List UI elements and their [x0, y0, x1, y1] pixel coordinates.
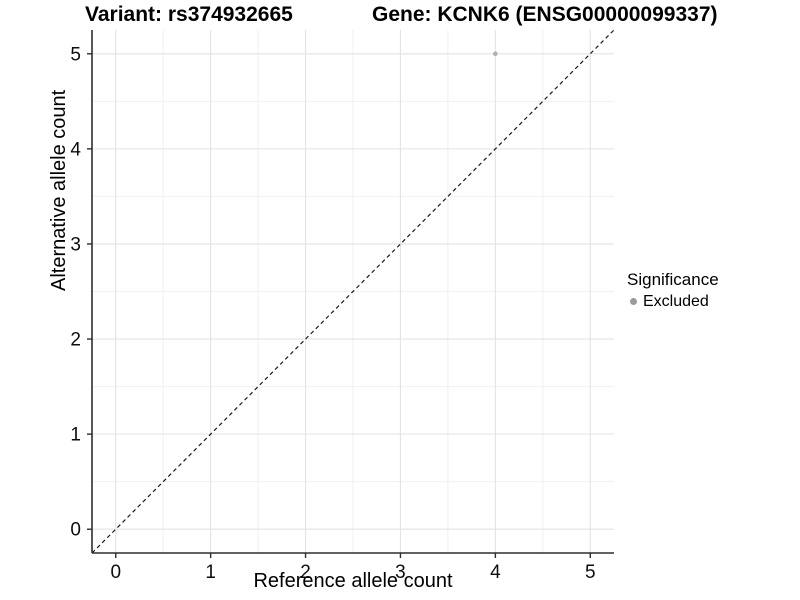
- x-tick-label: 1: [205, 562, 216, 583]
- x-tick-label: 3: [395, 562, 406, 583]
- legend-items: Excluded: [627, 292, 719, 311]
- y-tick-label: 5: [70, 44, 81, 65]
- legend-item: Excluded: [627, 292, 719, 311]
- legend-point-icon: [630, 298, 637, 305]
- plot-title-variant: Variant: rs374932665: [85, 3, 293, 26]
- x-tick-label: 5: [585, 562, 596, 583]
- y-tick-label: 2: [70, 330, 81, 351]
- identity-dashed-line: [91, 29, 615, 554]
- x-axis-title: Reference allele count: [253, 570, 453, 592]
- legend: Significance Excluded: [627, 269, 719, 311]
- data-point: [493, 51, 498, 57]
- legend-title: Significance: [627, 270, 719, 289]
- x-tick-label: 4: [490, 562, 501, 583]
- y-tick-label: 1: [70, 425, 81, 446]
- y-tick-label: 3: [70, 234, 81, 255]
- legend-label: Excluded: [643, 293, 709, 310]
- plot-title-gene: Gene: KCNK6 (ENSG00000099337): [372, 3, 718, 26]
- y-tick-label: 0: [70, 520, 81, 541]
- x-tick-label: 2: [300, 562, 311, 583]
- x-tick-label: 0: [110, 562, 121, 583]
- y-tick-label: 4: [70, 139, 81, 160]
